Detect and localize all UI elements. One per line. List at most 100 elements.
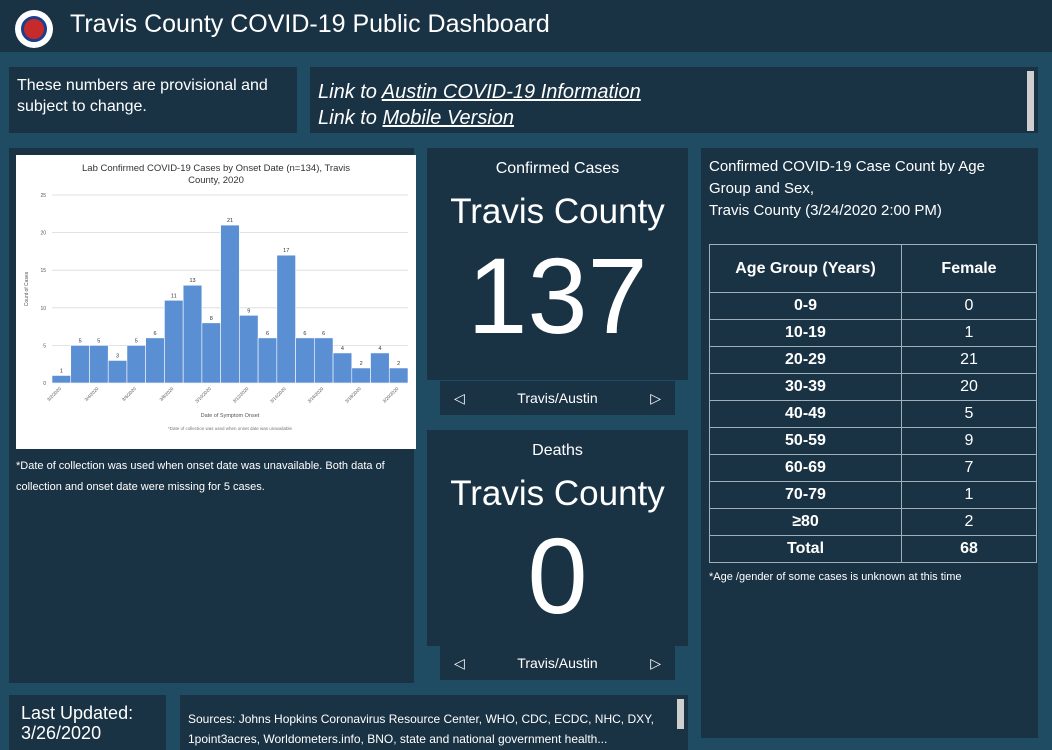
deaths-card: Deaths Travis County 0 <box>427 430 688 646</box>
age-table-subtitle: Travis County (3/24/2020 2:00 PM) <box>709 202 942 219</box>
next-arrow-icon[interactable]: ▷ <box>650 654 661 671</box>
female-count-cell: 2 <box>901 508 1037 536</box>
y-tick-label: 20 <box>40 231 46 237</box>
data-label: 17 <box>283 248 289 254</box>
city-seal-icon <box>15 10 53 48</box>
bar <box>51 375 72 384</box>
bar <box>276 254 296 384</box>
age-group-cell: 30-39 <box>709 373 902 401</box>
y-tick-label: 10 <box>40 306 46 312</box>
header-female: Female <box>901 244 1037 293</box>
confirmed-region: Travis County <box>450 192 665 231</box>
female-count-cell: 20 <box>901 373 1037 401</box>
previous-arrow-icon[interactable]: ◁ <box>454 654 465 671</box>
deaths-count: 0 <box>527 515 588 636</box>
age-table-footnote: *Age /gender of some cases is unknown at… <box>709 571 962 583</box>
y-tick-label: 5 <box>43 343 46 349</box>
table-row: 20-29 21 <box>709 346 1037 374</box>
links-scrollbar[interactable] <box>1027 71 1034 131</box>
bar <box>257 337 278 384</box>
x-tick-label: 3/2/2020 <box>46 386 62 402</box>
x-tick-label: 3/20/2020 <box>382 386 400 404</box>
age-group-cell: 20-29 <box>709 346 902 374</box>
data-label: 6 <box>266 331 269 337</box>
age-table-title: Confirmed COVID-19 Case Count by Age Gro… <box>709 158 985 197</box>
data-label: 4 <box>378 346 381 352</box>
x-tick-label: 3/16/2020 <box>307 386 325 404</box>
x-tick-label: 3/12/2020 <box>232 386 250 404</box>
bar <box>126 345 146 384</box>
age-group-cell: 40-49 <box>709 400 902 428</box>
table-row: 60-69 7 <box>709 454 1037 482</box>
table-row: ≥80 2 <box>709 508 1037 536</box>
female-count-cell: 5 <box>901 400 1037 428</box>
x-tick-label: 3/8/2020 <box>159 386 175 402</box>
female-count-cell: 1 <box>901 481 1037 509</box>
confirmed-pager: ◁ Travis/Austin ▷ <box>440 381 675 415</box>
previous-arrow-icon[interactable]: ◁ <box>454 389 465 406</box>
sources-scrollbar[interactable] <box>677 699 684 729</box>
y-axis-label: Count of Cases <box>24 271 30 306</box>
data-label: 8 <box>210 316 213 322</box>
onset-bar-chart: Lab Confirmed COVID-19 Cases by Onset Da… <box>24 163 409 431</box>
data-label: 2 <box>397 361 400 367</box>
confirmed-cases-card: Confirmed Cases Travis County 137 <box>427 148 688 380</box>
bar <box>220 224 240 384</box>
provisional-notice: These numbers are provisional and subjec… <box>9 67 297 133</box>
bar <box>182 284 203 384</box>
deaths-pager: ◁ Travis/Austin ▷ <box>440 646 675 680</box>
bar <box>89 345 109 384</box>
onset-chart: Lab Confirmed COVID-19 Cases by Onset Da… <box>16 155 416 449</box>
table-row: 30-39 20 <box>709 373 1037 401</box>
bar <box>295 337 315 384</box>
confirmed-count: 137 <box>467 235 648 356</box>
age-sex-table: Age Group (Years) Female 0-9 0 10-19 1 20-29… <box>709 244 1037 563</box>
bar <box>314 337 334 384</box>
next-arrow-icon[interactable]: ▷ <box>650 389 661 406</box>
table-row: 50-59 9 <box>709 427 1037 455</box>
deaths-pager-label: Travis/Austin <box>517 655 598 671</box>
data-label: 5 <box>97 338 100 344</box>
austin-covid-info-link[interactable]: Austin COVID-19 Information <box>381 81 641 103</box>
table-row: 0-9 0 <box>709 292 1037 320</box>
data-label: 13 <box>189 278 195 284</box>
female-count-cell: 1 <box>901 319 1037 347</box>
bar <box>145 337 165 384</box>
data-label: 5 <box>135 338 138 344</box>
female-count-cell: 7 <box>901 454 1037 482</box>
page-title: Travis County COVID-19 Public Dashboard <box>70 10 550 38</box>
mobile-version-link[interactable]: Mobile Version <box>382 107 515 129</box>
y-tick-label: 0 <box>43 381 46 387</box>
female-count-cell: 0 <box>901 292 1037 320</box>
bar <box>370 352 390 384</box>
bar <box>388 367 409 384</box>
table-row: 40-49 5 <box>709 400 1037 428</box>
female-count-cell: 21 <box>901 346 1037 374</box>
y-tick-label: 25 <box>40 193 46 199</box>
data-label: 11 <box>171 293 177 299</box>
x-tick-label: 3/14/2020 <box>269 386 287 404</box>
age-sex-panel: Confirmed COVID-19 Case Count by Age Gro… <box>701 148 1038 738</box>
link-line-info: Link to Austin COVID-19 Information <box>318 81 641 103</box>
chart-title: Lab Confirmed COVID-19 Cases by Onset Da… <box>82 163 350 186</box>
x-axis-label: Date of Symptom Onset <box>201 413 260 419</box>
age-group-cell: 0-9 <box>709 292 902 320</box>
data-label: 6 <box>322 331 325 337</box>
bar <box>351 367 371 384</box>
data-label: 5 <box>79 338 82 344</box>
sources-text: Sources: Johns Hopkins Coronavirus Resou… <box>188 712 654 746</box>
y-tick-label: 15 <box>40 268 46 274</box>
dashboard-header: Travis County COVID-19 Public Dashboard <box>0 0 1052 52</box>
x-tick-label: 3/10/2020 <box>194 386 212 404</box>
bar <box>239 315 259 384</box>
onset-chart-panel: Lab Confirmed COVID-19 Cases by Onset Da… <box>9 148 416 683</box>
data-label: 2 <box>360 361 363 367</box>
table-row: 10-19 1 <box>709 319 1037 347</box>
data-label: 6 <box>154 331 157 337</box>
age-group-cell: 10-19 <box>709 319 902 347</box>
age-group-cell: ≥80 <box>709 508 902 536</box>
age-group-cell: 60-69 <box>709 454 902 482</box>
data-label: 9 <box>247 308 250 314</box>
x-tick-label: 3/6/2020 <box>121 386 137 402</box>
confirmed-title: Confirmed Cases <box>495 160 620 177</box>
